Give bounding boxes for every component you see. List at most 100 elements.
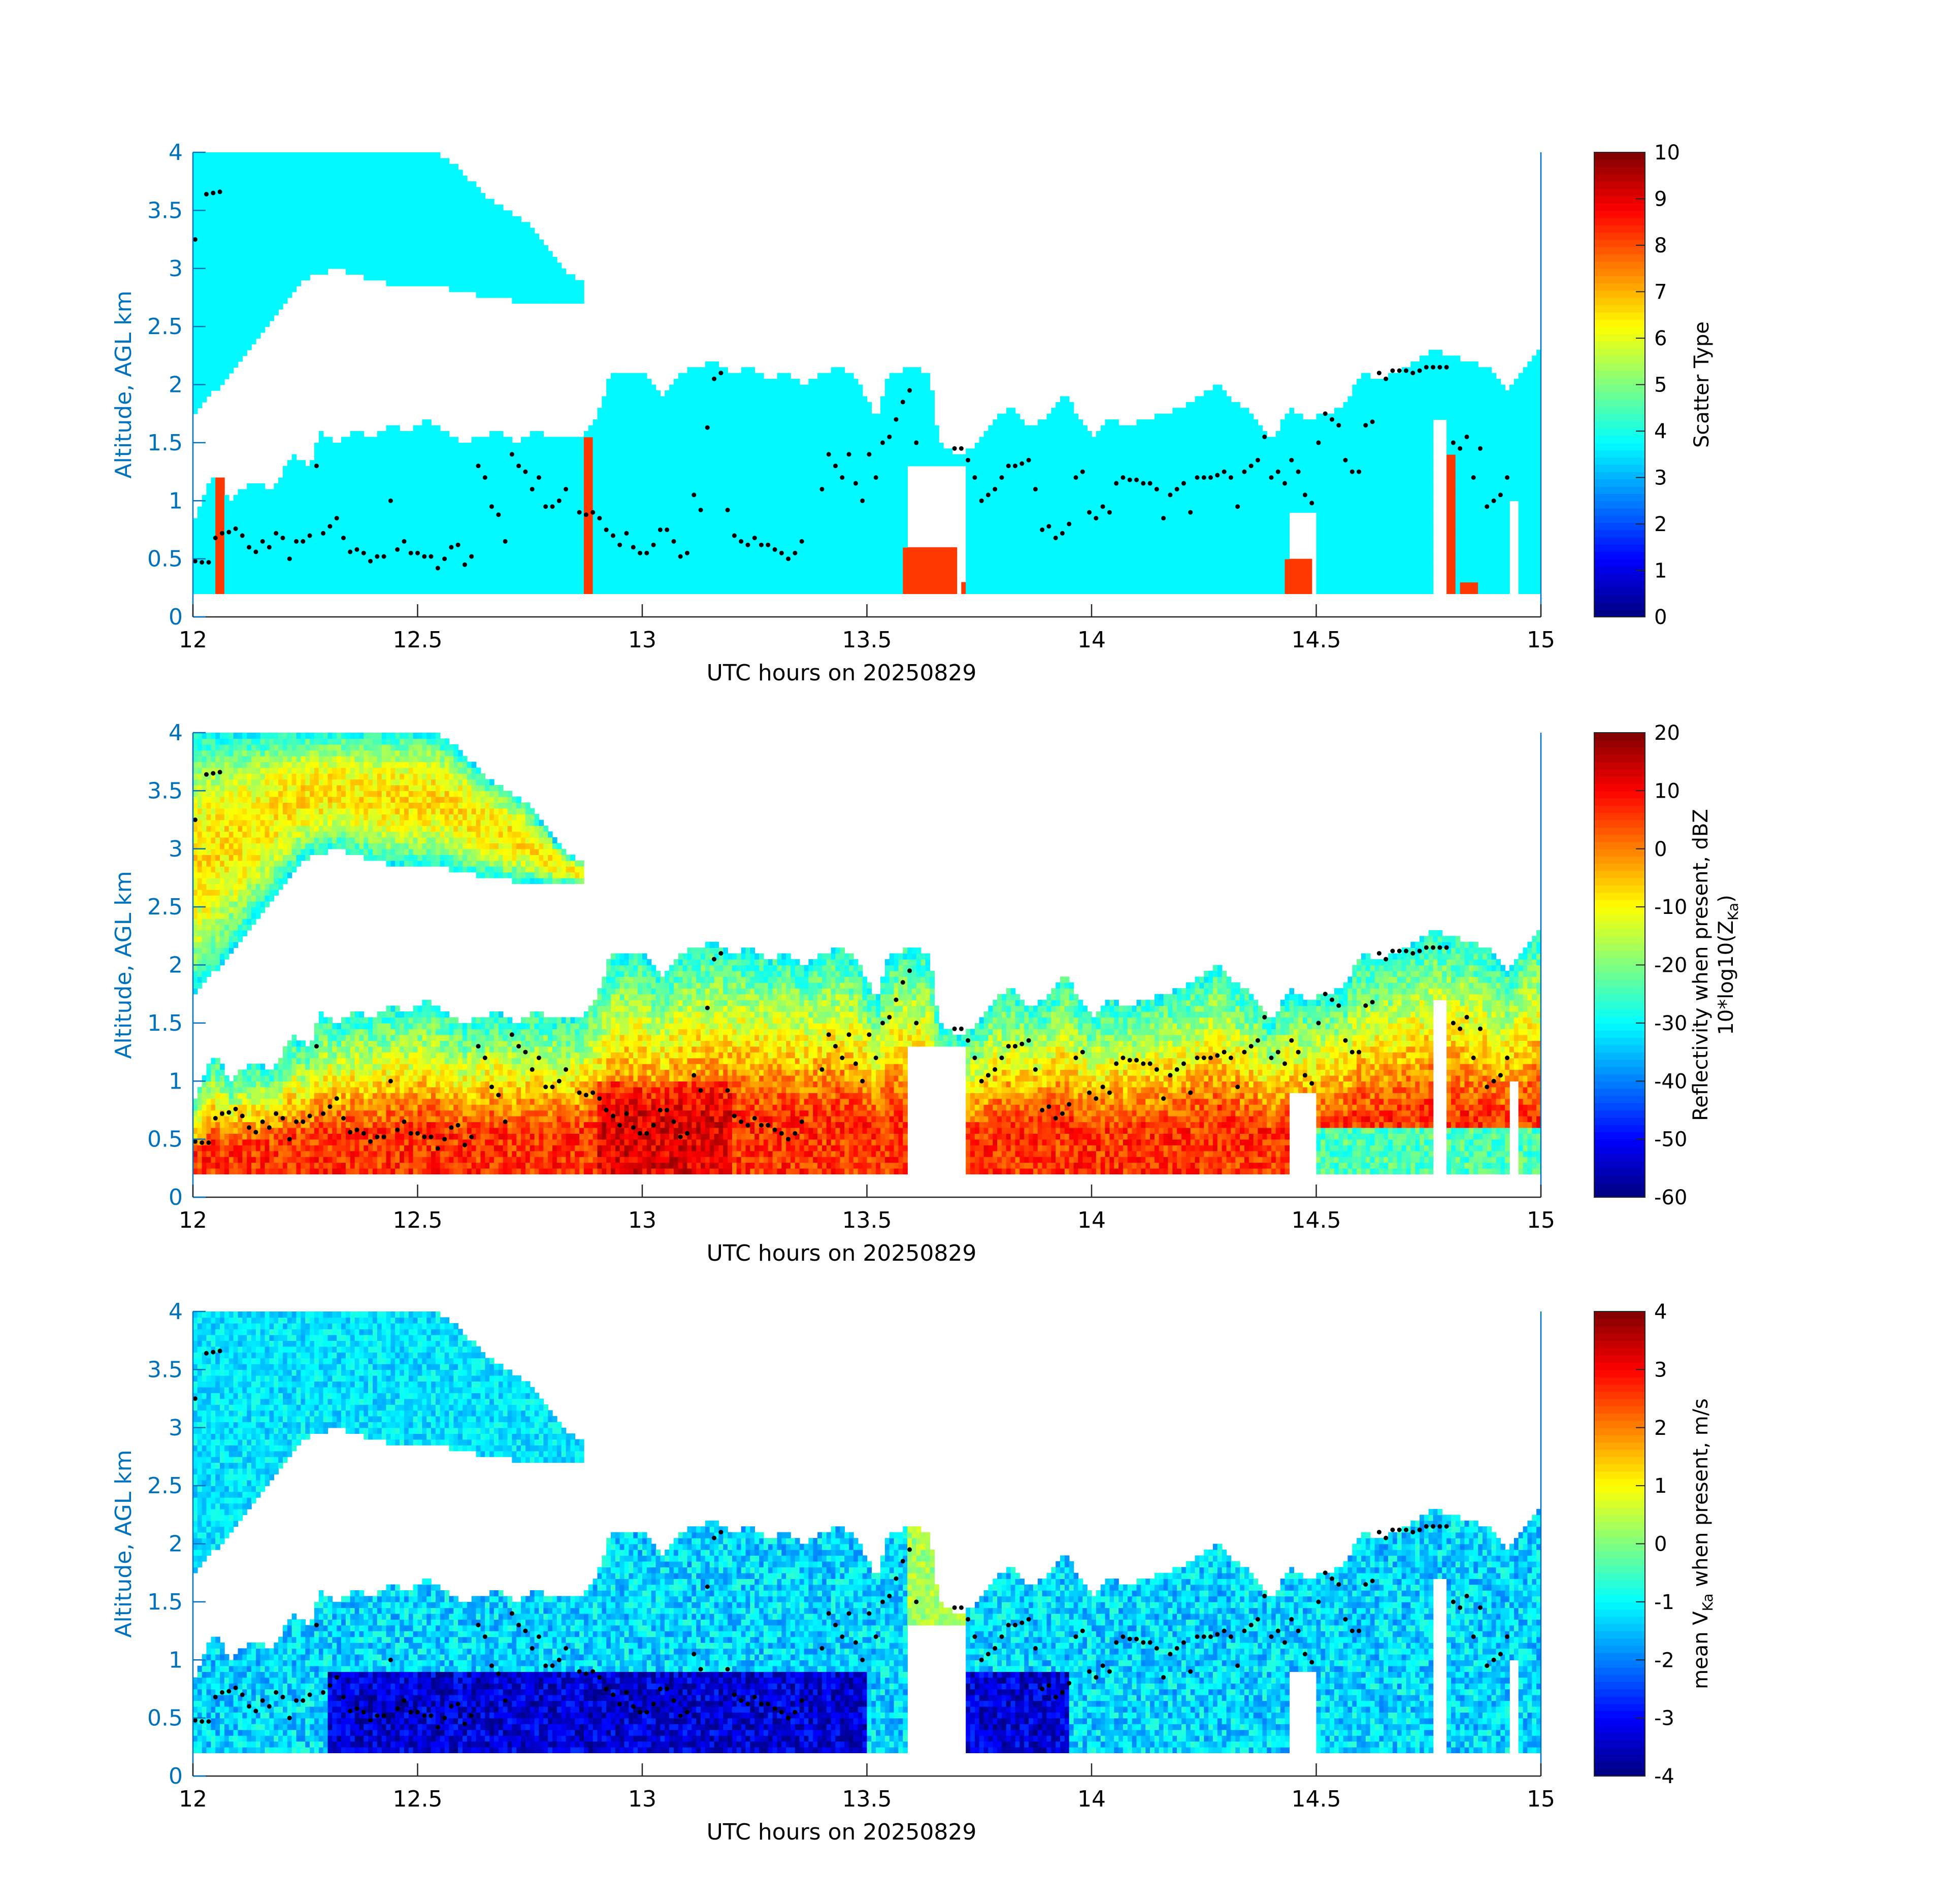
heatmap-cell <box>548 553 553 559</box>
heatmap-cell <box>224 373 229 379</box>
heatmap-cell <box>242 565 247 571</box>
heatmap-cell <box>386 425 391 432</box>
heatmap-cell <box>409 466 414 472</box>
heatmap-cell <box>274 262 279 269</box>
heatmap-cell <box>503 216 508 222</box>
heatmap-cell <box>305 472 310 478</box>
heatmap-cell <box>516 240 521 246</box>
heatmap-cell <box>422 240 427 246</box>
heatmap-cell <box>193 588 198 594</box>
heatmap-cell <box>436 199 441 205</box>
heatmap-cell <box>269 158 274 164</box>
heatmap-cell <box>449 483 454 489</box>
heatmap-cell <box>620 483 625 489</box>
heatmap-cell <box>598 588 603 594</box>
heatmap-cell <box>364 170 369 176</box>
heatmap-cell <box>480 530 485 536</box>
heatmap-cell <box>579 541 584 547</box>
heatmap-cell <box>251 576 256 582</box>
heatmap-cell <box>265 170 270 176</box>
heatmap-cell <box>251 240 256 246</box>
heatmap-cell <box>207 280 212 286</box>
heatmap-cell <box>570 524 575 530</box>
heatmap-cell <box>224 576 229 582</box>
heatmap-cell <box>602 501 607 507</box>
heatmap-cell <box>611 466 616 472</box>
heatmap-cell <box>602 541 607 547</box>
heatmap-cell <box>525 286 531 292</box>
heatmap-cell <box>458 588 463 594</box>
heatmap-cell <box>278 193 283 199</box>
heatmap-cell <box>256 489 261 495</box>
heatmap-cell <box>480 495 485 501</box>
heatmap-cell <box>269 251 274 257</box>
heatmap-cell <box>400 478 405 484</box>
heatmap-cell <box>539 251 544 257</box>
heatmap-cell <box>364 181 369 187</box>
heatmap-cell <box>297 559 302 565</box>
heatmap-cell <box>193 338 198 344</box>
heatmap-cell <box>472 495 477 501</box>
heatmap-cell <box>292 518 297 524</box>
heatmap-cell <box>445 205 450 211</box>
heatmap-cell <box>234 571 239 577</box>
heatmap-cell <box>229 588 234 594</box>
heatmap-cell <box>418 571 423 577</box>
heatmap-cell <box>620 431 625 437</box>
heatmap-cell <box>562 298 567 304</box>
heatmap-cell <box>525 280 531 286</box>
heatmap-cell <box>525 588 531 594</box>
heatmap-cell <box>368 507 373 513</box>
heatmap-cell <box>229 251 234 257</box>
heatmap-cell <box>377 565 382 571</box>
heatmap-cell <box>562 478 567 484</box>
heatmap-cell <box>224 507 229 513</box>
heatmap-cell <box>310 158 315 164</box>
heatmap-cell <box>598 571 603 577</box>
heatmap-cell <box>485 286 490 292</box>
heatmap-cell <box>606 512 611 518</box>
heatmap-cell <box>624 571 630 577</box>
heatmap-cell <box>251 222 256 228</box>
heatmap-cell <box>229 234 234 240</box>
heatmap-cell <box>256 315 261 321</box>
heatmap-cell <box>489 518 495 524</box>
heatmap-cell <box>283 483 288 489</box>
heatmap-cell <box>512 466 517 472</box>
heatmap-cell <box>453 199 458 205</box>
heatmap-cell <box>431 234 436 240</box>
heatmap-cell <box>453 483 458 489</box>
heatmap-cell <box>588 524 594 530</box>
heatmap-cell <box>193 396 198 402</box>
heatmap-cell <box>274 240 279 246</box>
heatmap-cell <box>256 326 261 333</box>
heatmap-cell <box>337 472 342 478</box>
heatmap-cell <box>211 373 216 379</box>
heatmap-cell <box>265 164 270 170</box>
heatmap-cell <box>297 228 302 234</box>
heatmap-cell <box>359 588 364 594</box>
heatmap-cell <box>242 321 247 327</box>
heatmap-cell <box>386 176 391 182</box>
heatmap-cell <box>508 460 513 466</box>
heatmap-cell <box>449 512 454 518</box>
heatmap-cell <box>382 541 387 547</box>
heatmap-cell <box>418 443 423 449</box>
heatmap-cell <box>193 303 198 309</box>
heatmap-cell <box>377 228 382 234</box>
heatmap-cell <box>234 251 239 257</box>
heatmap-cell <box>386 245 391 251</box>
heatmap-cell <box>328 187 333 193</box>
heatmap-cell <box>310 495 315 501</box>
heatmap-cell <box>359 565 364 571</box>
heatmap-cell <box>278 228 283 234</box>
heatmap-cell <box>382 193 387 199</box>
heatmap-cell <box>404 524 409 530</box>
heatmap-cell <box>467 454 472 461</box>
heatmap-cell <box>598 582 603 588</box>
heatmap-cell <box>453 222 458 228</box>
heatmap-cell <box>422 518 427 524</box>
heatmap-cell <box>238 355 243 362</box>
heatmap-cell <box>422 257 427 263</box>
heatmap-cell <box>301 553 306 559</box>
